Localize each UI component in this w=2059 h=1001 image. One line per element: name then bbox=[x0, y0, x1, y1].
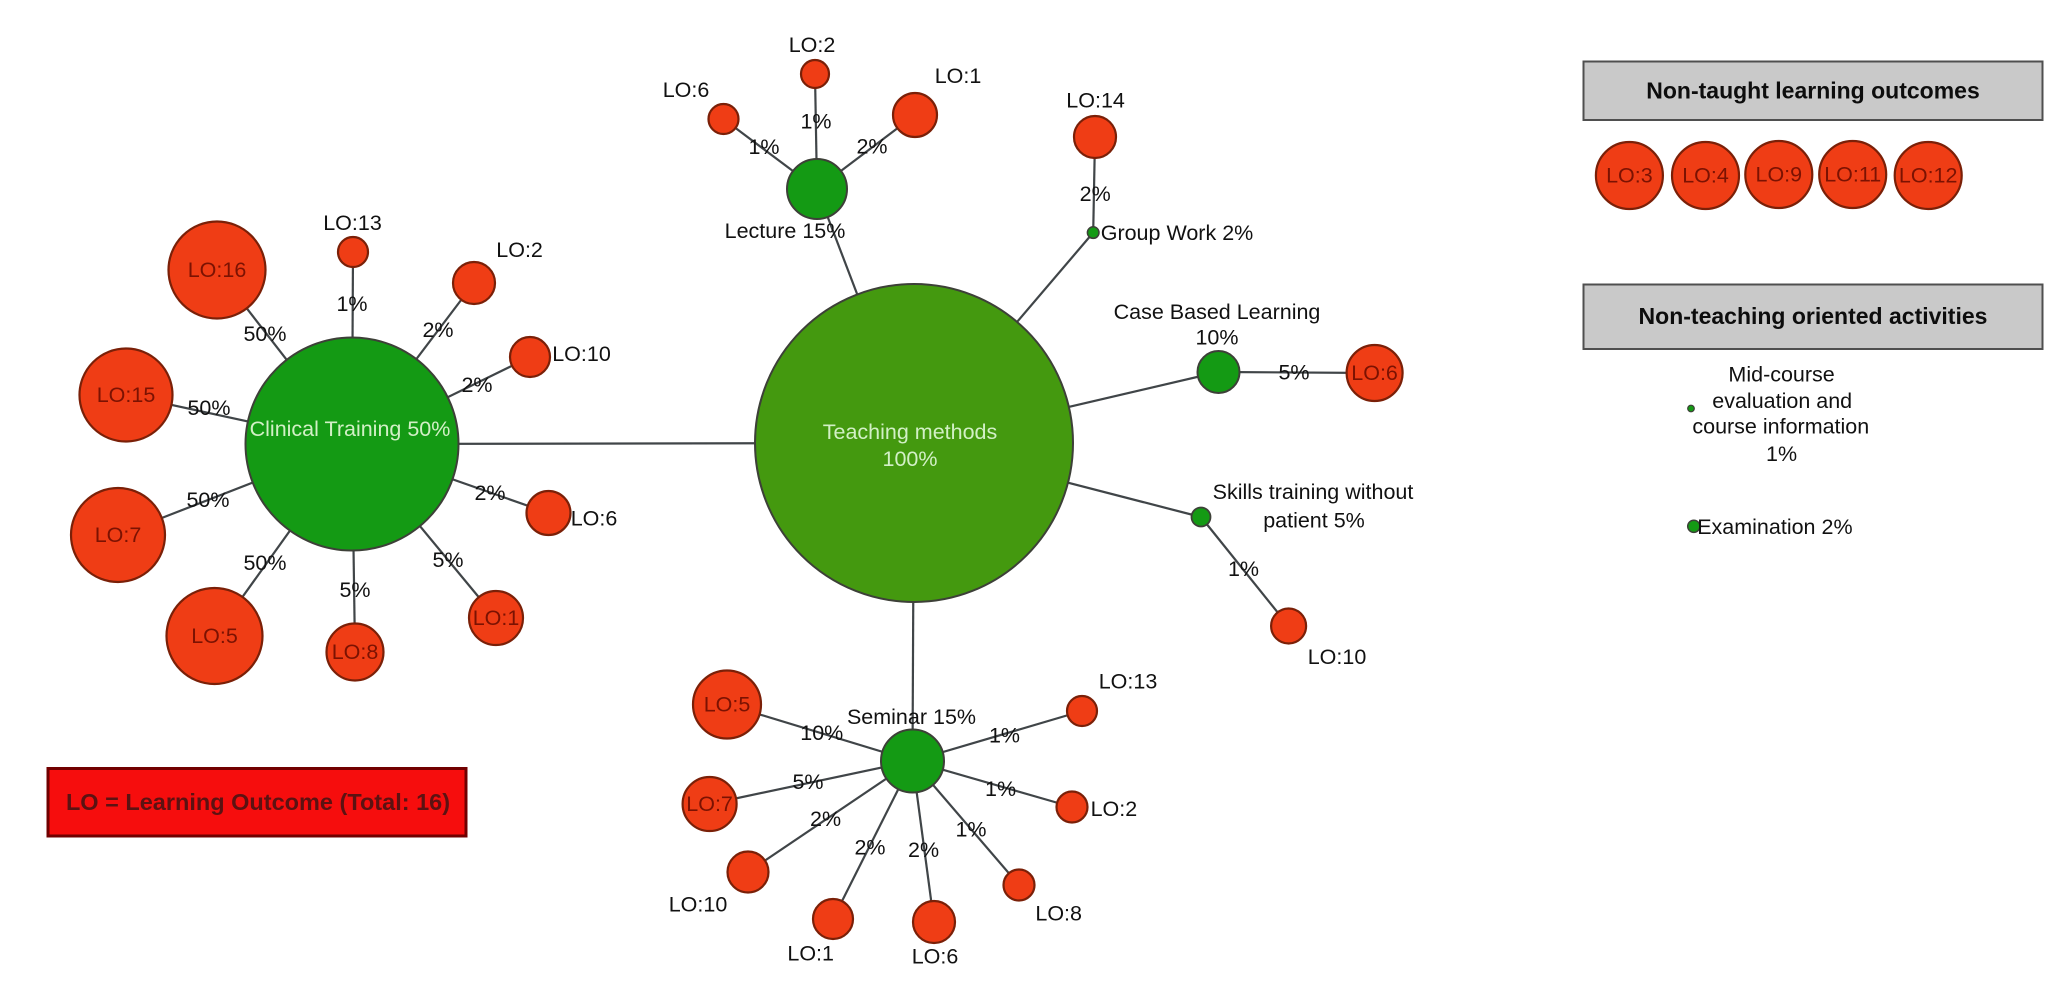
svg-text:2%: 2% bbox=[461, 373, 492, 397]
svg-text:2%: 2% bbox=[810, 807, 841, 831]
svg-text:LO:10: LO:10 bbox=[1308, 645, 1367, 669]
svg-text:5%: 5% bbox=[1278, 360, 1309, 384]
svg-text:LO:15: LO:15 bbox=[97, 383, 156, 407]
svg-text:LO:8: LO:8 bbox=[1035, 902, 1082, 926]
svg-text:50%: 50% bbox=[243, 322, 286, 346]
svg-text:2%: 2% bbox=[856, 135, 887, 159]
svg-text:LO:13: LO:13 bbox=[323, 211, 382, 235]
svg-text:2%: 2% bbox=[1080, 182, 1111, 206]
svg-text:1%: 1% bbox=[1228, 557, 1259, 581]
svg-text:LO:6: LO:6 bbox=[663, 78, 710, 102]
svg-text:Examination 2%: Examination 2% bbox=[1697, 515, 1852, 539]
svg-text:1%: 1% bbox=[336, 292, 367, 316]
svg-text:1%: 1% bbox=[985, 777, 1016, 801]
svg-text:10%: 10% bbox=[800, 721, 843, 745]
svg-text:LO:9: LO:9 bbox=[1755, 163, 1802, 187]
svg-text:Skills training without: Skills training without bbox=[1213, 480, 1414, 504]
svg-text:Seminar 15%: Seminar 15% bbox=[847, 705, 976, 729]
svg-text:5%: 5% bbox=[432, 548, 463, 572]
svg-text:LO:7: LO:7 bbox=[95, 523, 142, 547]
svg-text:Teaching methods: Teaching methods bbox=[823, 420, 998, 444]
svg-text:LO:6: LO:6 bbox=[1351, 361, 1398, 385]
svg-text:2%: 2% bbox=[474, 481, 505, 505]
svg-text:1%: 1% bbox=[800, 110, 831, 134]
svg-text:Lecture 15%: Lecture 15% bbox=[725, 219, 846, 243]
svg-text:LO:14: LO:14 bbox=[1066, 89, 1125, 113]
svg-text:2%: 2% bbox=[908, 838, 939, 862]
svg-text:LO:13: LO:13 bbox=[1099, 670, 1158, 694]
svg-text:LO:4: LO:4 bbox=[1682, 164, 1729, 188]
svg-text:Mid-course: Mid-course bbox=[1728, 362, 1834, 386]
svg-text:LO:2: LO:2 bbox=[1091, 797, 1138, 821]
svg-text:1%: 1% bbox=[748, 135, 779, 159]
svg-text:50%: 50% bbox=[186, 488, 229, 512]
svg-text:1%: 1% bbox=[955, 818, 986, 842]
svg-text:LO:1: LO:1 bbox=[787, 942, 834, 966]
svg-text:Non-taught learning outcomes: Non-taught learning outcomes bbox=[1646, 78, 1980, 104]
svg-text:evaluation and: evaluation and bbox=[1712, 389, 1852, 413]
svg-text:10%: 10% bbox=[1195, 326, 1238, 350]
svg-text:Group Work 2%: Group Work 2% bbox=[1101, 221, 1254, 245]
svg-text:2%: 2% bbox=[854, 836, 885, 860]
svg-text:1%: 1% bbox=[989, 724, 1020, 748]
svg-text:50%: 50% bbox=[243, 551, 286, 575]
svg-text:LO:2: LO:2 bbox=[496, 238, 543, 262]
svg-text:LO:1: LO:1 bbox=[935, 64, 982, 88]
svg-text:LO:5: LO:5 bbox=[191, 624, 238, 648]
svg-text:LO:1: LO:1 bbox=[473, 606, 520, 630]
svg-text:LO:5: LO:5 bbox=[704, 693, 751, 717]
svg-text:1%: 1% bbox=[1766, 442, 1797, 466]
svg-text:5%: 5% bbox=[792, 770, 823, 794]
svg-text:LO:8: LO:8 bbox=[332, 640, 379, 664]
svg-text:Clinical Training 50%: Clinical Training 50% bbox=[250, 417, 451, 441]
svg-text:LO:6: LO:6 bbox=[912, 945, 959, 969]
svg-text:Non-teaching oriented activiti: Non-teaching oriented activities bbox=[1639, 303, 1988, 329]
svg-text:5%: 5% bbox=[339, 578, 370, 602]
svg-text:LO:3: LO:3 bbox=[1606, 164, 1653, 188]
svg-text:LO:12: LO:12 bbox=[1899, 164, 1958, 188]
svg-text:LO:10: LO:10 bbox=[552, 342, 611, 366]
svg-text:LO = Learning Outcome (Total:: LO = Learning Outcome (Total: 16) bbox=[66, 789, 450, 815]
svg-text:50%: 50% bbox=[187, 396, 230, 420]
svg-text:Case Based Learning: Case Based Learning bbox=[1114, 300, 1321, 324]
svg-text:100%: 100% bbox=[883, 447, 938, 471]
svg-text:LO:11: LO:11 bbox=[1824, 163, 1881, 187]
svg-text:LO:2: LO:2 bbox=[789, 33, 836, 57]
svg-text:patient 5%: patient 5% bbox=[1263, 508, 1365, 532]
svg-text:LO:10: LO:10 bbox=[669, 893, 728, 917]
svg-text:2%: 2% bbox=[422, 318, 453, 342]
svg-text:LO:7: LO:7 bbox=[686, 792, 733, 816]
svg-text:LO:16: LO:16 bbox=[188, 258, 247, 282]
svg-text:course information: course information bbox=[1692, 414, 1869, 438]
svg-text:LO:6: LO:6 bbox=[571, 507, 618, 531]
